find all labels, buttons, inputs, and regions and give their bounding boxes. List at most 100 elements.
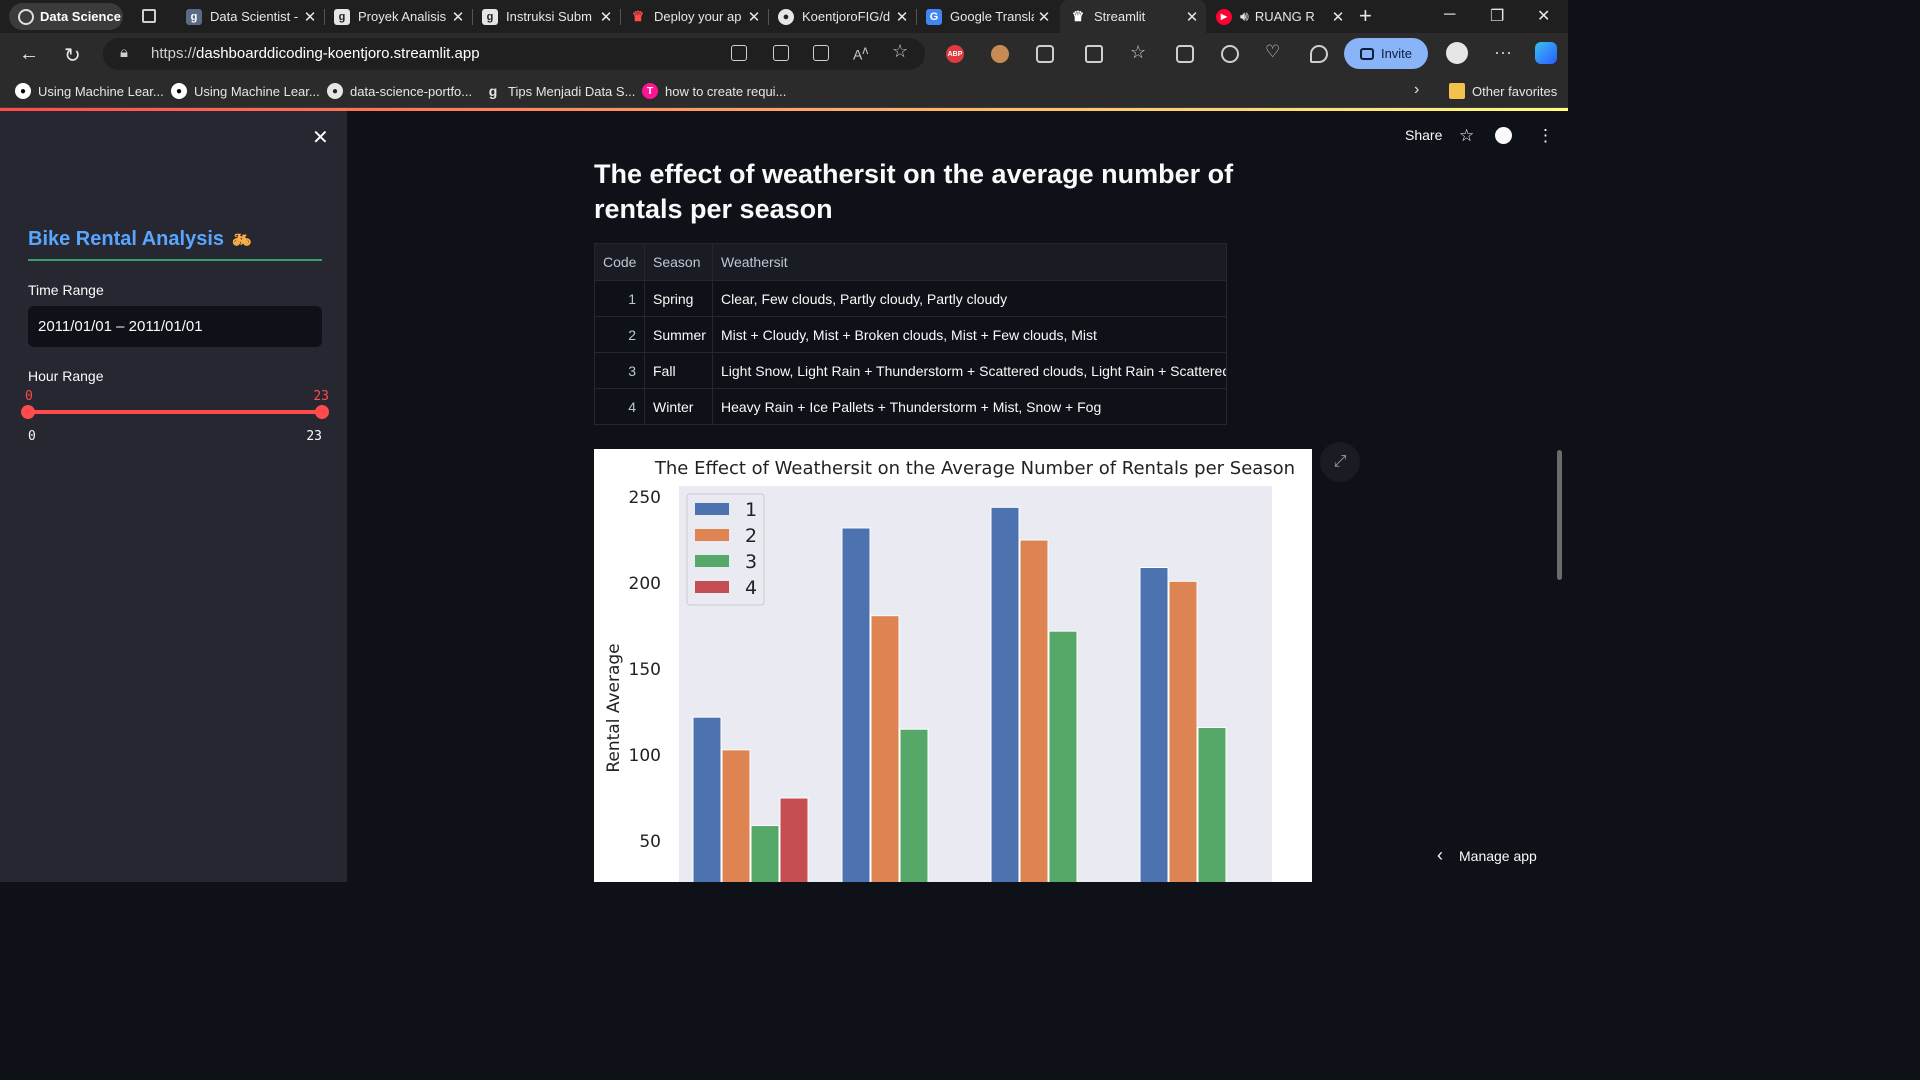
browser-tab-bar: Data Science g Data Scientist - ✕ g Proy… [0, 0, 1568, 33]
browser-tab[interactable]: ● KoentjoroFIG/d ✕ [768, 0, 916, 33]
url-text: https://dashboarddicoding-koentjoro.stre… [151, 45, 480, 62]
main-content: Share ☆ ⋮ The effect of weathersit on th… [347, 111, 1568, 882]
bookmark-item[interactable]: T how to create requi... [642, 83, 786, 99]
browser-tab[interactable]: g Instruksi Subm ✕ [472, 0, 620, 33]
close-tab-icon[interactable]: ✕ [895, 8, 909, 26]
close-tab-icon[interactable]: ✕ [599, 8, 613, 26]
sidebar-title-text: Bike Rental Analysis [28, 228, 225, 250]
close-tab-icon[interactable]: ✕ [1037, 8, 1051, 26]
favorites-icon[interactable]: ☆ [1130, 42, 1147, 62]
history-icon[interactable] [1221, 45, 1239, 63]
collections-icon[interactable] [1176, 45, 1194, 63]
bar-series-4 [779, 797, 809, 882]
github-icon[interactable] [1495, 127, 1512, 144]
bookmark-label: Using Machine Lear... [194, 83, 320, 99]
back-icon[interactable]: ← [19, 43, 39, 65]
health-icon[interactable]: ♡ [1265, 42, 1281, 61]
url-field[interactable]: 🔒︎ https://dashboarddicoding-koentjoro.s… [103, 38, 925, 70]
table-cell[interactable]: Fall [644, 352, 713, 389]
tab-actions-icon[interactable] [142, 9, 156, 23]
star-icon[interactable]: ☆ [1459, 126, 1475, 145]
speaker-icon[interactable]: 🔊︎ [1240, 8, 1249, 24]
table-cell[interactable]: Mist + Cloudy, Mist + Broken clouds, Mis… [712, 316, 1227, 353]
table-cell[interactable]: Clear, Few clouds, Partly cloudy, Partly… [712, 280, 1227, 317]
expand-chart-icon[interactable]: ⤢ [1320, 442, 1360, 482]
tab-title: Proyek Analisis [358, 9, 447, 24]
scrollbar[interactable] [1557, 450, 1562, 580]
other-favorites[interactable]: Other favorites [1449, 83, 1557, 99]
close-tab-icon[interactable]: ✕ [747, 8, 761, 26]
bookmark-label: data-science-portfo... [350, 83, 473, 99]
split-icon[interactable] [813, 45, 829, 61]
tab-title: KoentjoroFIG/d [802, 9, 891, 24]
manage-app-label: Manage app [1459, 847, 1537, 864]
invite-button[interactable]: Invite [1344, 38, 1428, 69]
close-tab-icon[interactable]: ✕ [451, 8, 465, 26]
dicoding-icon: g [334, 8, 350, 25]
table-cell[interactable]: Spring [644, 280, 713, 317]
profile-button[interactable]: Data Science [9, 3, 123, 30]
y-tick-label: 50 [639, 832, 661, 852]
chevron-right-icon[interactable]: › [1414, 81, 1420, 98]
share-button[interactable]: Share [1405, 127, 1443, 143]
adblock-icon[interactable]: ABP [946, 45, 964, 63]
table-cell[interactable]: 3 [594, 352, 645, 389]
browser-tab[interactable]: ♛ Deploy your ap ✕ [620, 0, 768, 33]
table-cell[interactable]: Heavy Rain + Ice Pallets + Thunderstorm … [712, 388, 1227, 425]
hour-range-label: Hour Range [28, 368, 104, 384]
youtube-icon: ▶ [1216, 8, 1232, 25]
bookmark-item[interactable]: ● Using Machine Lear... [15, 83, 164, 99]
avatar[interactable] [1446, 42, 1468, 64]
browser-tab[interactable]: g Proyek Analisis ✕ [324, 0, 472, 33]
time-range-input[interactable]: 2011/01/01 – 2011/01/01 [28, 306, 322, 347]
browser-tab[interactable]: G Google Transla ✕ [916, 0, 1058, 33]
refresh-icon[interactable]: ↻ [64, 45, 81, 67]
table-cell[interactable]: 1 [594, 280, 645, 317]
medium-icon: ● [15, 83, 31, 99]
bookmark-item[interactable]: ● data-science-portfo... [327, 83, 472, 99]
column-header[interactable]: Weathersit [712, 243, 1227, 281]
app-available-icon[interactable] [731, 45, 747, 61]
browser-tab[interactable]: ▶ 🔊︎ RUANG R ✕ [1206, 0, 1352, 33]
bar-series-3 [1197, 726, 1227, 882]
close-tab-icon[interactable]: ✕ [1331, 8, 1345, 26]
star-icon[interactable]: ☆ [892, 41, 909, 61]
table-cell[interactable]: Summer [644, 316, 713, 353]
more-icon[interactable]: ··· [1494, 42, 1512, 62]
hour-range-slider[interactable]: 0 23 0 23 [21, 387, 329, 447]
slider-track[interactable] [28, 410, 322, 414]
chat-icon[interactable] [1310, 45, 1328, 63]
slider-low-thumb[interactable] [21, 405, 35, 419]
read-aloud-icon[interactable]: Aʌ [853, 44, 869, 63]
close-sidebar-icon[interactable]: ✕ [312, 127, 329, 149]
more-vertical-icon[interactable]: ⋮ [1537, 126, 1554, 145]
table-cell[interactable]: Winter [644, 388, 713, 425]
browser-tab[interactable]: g Data Scientist - ✕ [176, 0, 324, 33]
grid-icon[interactable] [773, 45, 789, 61]
tab-title: Streamlit [1094, 9, 1146, 24]
extensions-icon[interactable] [1036, 45, 1054, 63]
column-header[interactable]: Season [644, 243, 713, 281]
bookmark-label: how to create requi... [665, 83, 787, 99]
legend-frame [686, 493, 765, 606]
bar-series-2 [870, 615, 900, 882]
manage-app-button[interactable]: ‹ Manage app [1437, 845, 1537, 866]
browser-tab-active[interactable]: ♛ Streamlit ✕ [1060, 0, 1206, 33]
bookmark-item[interactable]: ● Using Machine Lear... [171, 83, 320, 99]
split-screen-icon[interactable] [1085, 45, 1103, 63]
extension-face-icon[interactable] [991, 45, 1009, 63]
table-cell[interactable]: 4 [594, 388, 645, 425]
table-cell[interactable]: 2 [594, 316, 645, 353]
new-tab-icon[interactable]: + [1359, 3, 1372, 28]
close-tab-icon[interactable]: ✕ [1185, 8, 1199, 26]
restore-icon[interactable]: ❐ [1490, 8, 1505, 25]
table-cell[interactable]: Light Snow, Light Rain + Thunderstorm + … [712, 352, 1227, 389]
close-tab-icon[interactable]: ✕ [303, 8, 317, 26]
minimize-icon[interactable]: ─ [1444, 6, 1456, 23]
bookmark-item[interactable]: g Tips Menjadi Data S... [485, 83, 636, 99]
column-header[interactable]: Code [594, 243, 645, 281]
close-window-icon[interactable]: ✕ [1537, 8, 1551, 25]
slider-high-thumb[interactable] [315, 405, 329, 419]
copilot-icon[interactable] [1535, 42, 1557, 64]
legend-label: 1 [745, 499, 757, 521]
